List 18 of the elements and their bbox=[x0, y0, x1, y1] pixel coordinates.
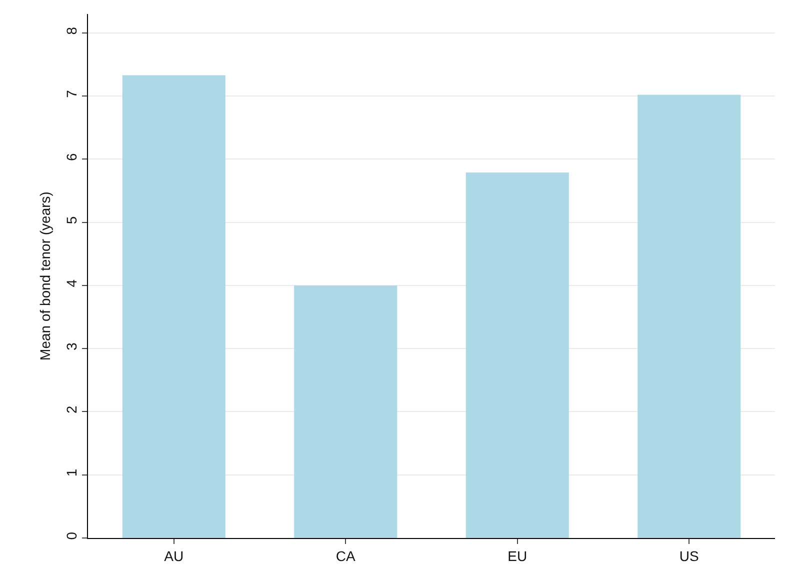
x-tick-label: EU bbox=[508, 548, 528, 564]
y-tick-label: 1 bbox=[63, 468, 80, 477]
y-tick-label: 0 bbox=[63, 532, 80, 540]
y-tick-label: 2 bbox=[63, 406, 80, 414]
bar bbox=[122, 75, 226, 538]
x-tick-label: CA bbox=[336, 548, 356, 564]
y-tick-label: 3 bbox=[63, 342, 80, 350]
bar bbox=[638, 94, 741, 538]
x-tick-label: US bbox=[679, 548, 699, 564]
y-axis-title: Mean of bond tenor (years) bbox=[37, 192, 53, 360]
bar bbox=[466, 172, 569, 538]
bar bbox=[294, 285, 398, 538]
y-tick-label: 7 bbox=[63, 90, 80, 98]
x-tick-label: AU bbox=[164, 548, 184, 564]
y-tick-label: 8 bbox=[63, 26, 80, 35]
y-tick-label: 6 bbox=[63, 153, 80, 161]
y-tick-label: 5 bbox=[63, 216, 80, 224]
y-tick-label: 4 bbox=[63, 279, 80, 288]
